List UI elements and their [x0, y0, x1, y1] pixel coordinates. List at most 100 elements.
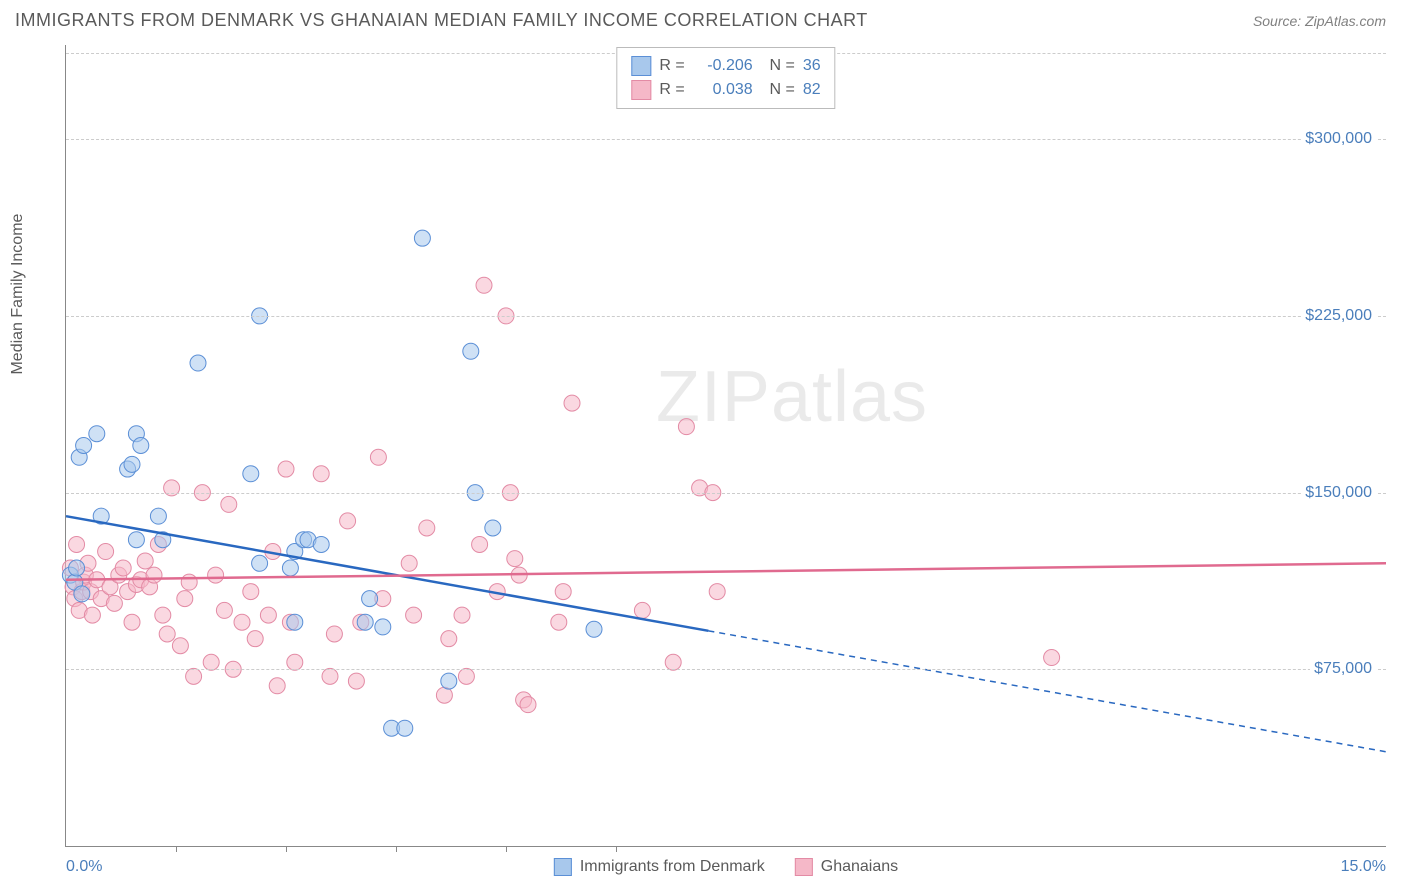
stats-row-ghanaian: R = 0.038 N = 82: [631, 78, 820, 102]
stats-row-denmark: R = -0.206 N = 36: [631, 54, 820, 78]
scatter-point: [397, 720, 413, 736]
scatter-point: [634, 602, 650, 618]
y-tick-label: $75,000: [1310, 660, 1376, 678]
gridline: [66, 139, 1386, 140]
legend-swatch-ghanaian: [795, 858, 813, 876]
scatter-point: [454, 607, 470, 623]
scatter-point: [463, 343, 479, 359]
scatter-point: [146, 567, 162, 583]
scatter-point: [137, 553, 153, 569]
scatter-point: [208, 567, 224, 583]
scatter-point: [89, 426, 105, 442]
scatter-point: [362, 591, 378, 607]
scatter-point: [476, 277, 492, 293]
scatter-point: [326, 626, 342, 642]
scatter-point: [150, 508, 166, 524]
scatter-point: [458, 668, 474, 684]
chart-title: IMMIGRANTS FROM DENMARK VS GHANAIAN MEDI…: [15, 10, 868, 31]
scatter-point: [357, 614, 373, 630]
scatter-point: [436, 687, 452, 703]
gridline: [66, 669, 1386, 670]
scatter-point: [177, 591, 193, 607]
scatter-svg: [66, 45, 1386, 846]
scatter-point: [155, 607, 171, 623]
legend-swatch-denmark: [554, 858, 572, 876]
r-value-ghanaian: 0.038: [693, 78, 753, 102]
x-tick: [286, 846, 287, 852]
scatter-point: [322, 668, 338, 684]
scatter-point: [74, 586, 90, 602]
scatter-point: [441, 673, 457, 689]
scatter-point: [115, 560, 131, 576]
n-value-denmark: 36: [803, 54, 821, 78]
scatter-point: [282, 560, 298, 576]
r-value-denmark: -0.206: [693, 54, 753, 78]
scatter-point: [69, 560, 85, 576]
scatter-point: [172, 638, 188, 654]
scatter-point: [269, 678, 285, 694]
legend-item-ghanaian: Ghanaians: [795, 858, 898, 876]
scatter-point: [76, 438, 92, 454]
scatter-point: [128, 532, 144, 548]
scatter-point: [414, 230, 430, 246]
n-value-ghanaian: 82: [803, 78, 821, 102]
scatter-point: [340, 513, 356, 529]
scatter-point: [247, 631, 263, 647]
scatter-point: [485, 520, 501, 536]
scatter-point: [287, 614, 303, 630]
scatter-point: [441, 631, 457, 647]
scatter-point: [375, 619, 391, 635]
scatter-point: [406, 607, 422, 623]
scatter-point: [221, 496, 237, 512]
scatter-point: [586, 621, 602, 637]
scatter-point: [260, 607, 276, 623]
y-tick-label: $150,000: [1301, 484, 1376, 502]
correlation-stats-box: R = -0.206 N = 36 R = 0.038 N = 82: [616, 47, 835, 109]
scatter-point: [665, 654, 681, 670]
scatter-point: [181, 574, 197, 590]
scatter-point: [203, 654, 219, 670]
y-tick-label: $300,000: [1301, 130, 1376, 148]
scatter-point: [507, 551, 523, 567]
x-tick: [396, 846, 397, 852]
legend-label-ghanaian: Ghanaians: [821, 858, 898, 876]
scatter-point: [287, 654, 303, 670]
bottom-legend: Immigrants from Denmark Ghanaians: [554, 858, 898, 876]
scatter-point: [124, 614, 140, 630]
scatter-point: [243, 466, 259, 482]
scatter-point: [243, 584, 259, 600]
x-axis-max-label: 15.0%: [1341, 858, 1386, 876]
y-axis-label: Median Family Income: [9, 214, 27, 375]
scatter-point: [520, 697, 536, 713]
x-tick: [506, 846, 507, 852]
scatter-point: [313, 536, 329, 552]
scatter-point: [1044, 650, 1060, 666]
trend-line-extrapolated: [708, 631, 1386, 752]
legend-label-denmark: Immigrants from Denmark: [580, 858, 765, 876]
source-attribution: Source: ZipAtlas.com: [1253, 13, 1386, 29]
scatter-point: [555, 584, 571, 600]
scatter-point: [370, 449, 386, 465]
scatter-point: [190, 355, 206, 371]
scatter-point: [216, 602, 232, 618]
scatter-point: [551, 614, 567, 630]
legend-item-denmark: Immigrants from Denmark: [554, 858, 765, 876]
x-tick: [176, 846, 177, 852]
plot-area: R = -0.206 N = 36 R = 0.038 N = 82 ZIPat…: [65, 45, 1386, 847]
scatter-point: [313, 466, 329, 482]
scatter-point: [84, 607, 100, 623]
chart-container: Median Family Income R = -0.206 N = 36 R…: [50, 45, 1386, 847]
y-tick-label: $225,000: [1301, 307, 1376, 325]
scatter-point: [133, 438, 149, 454]
scatter-point: [252, 555, 268, 571]
scatter-point: [124, 456, 140, 472]
scatter-point: [564, 395, 580, 411]
scatter-point: [401, 555, 417, 571]
swatch-denmark: [631, 56, 651, 76]
gridline: [66, 316, 1386, 317]
scatter-point: [348, 673, 364, 689]
scatter-point: [159, 626, 175, 642]
scatter-point: [472, 536, 488, 552]
x-axis-min-label: 0.0%: [66, 858, 102, 876]
scatter-point: [278, 461, 294, 477]
